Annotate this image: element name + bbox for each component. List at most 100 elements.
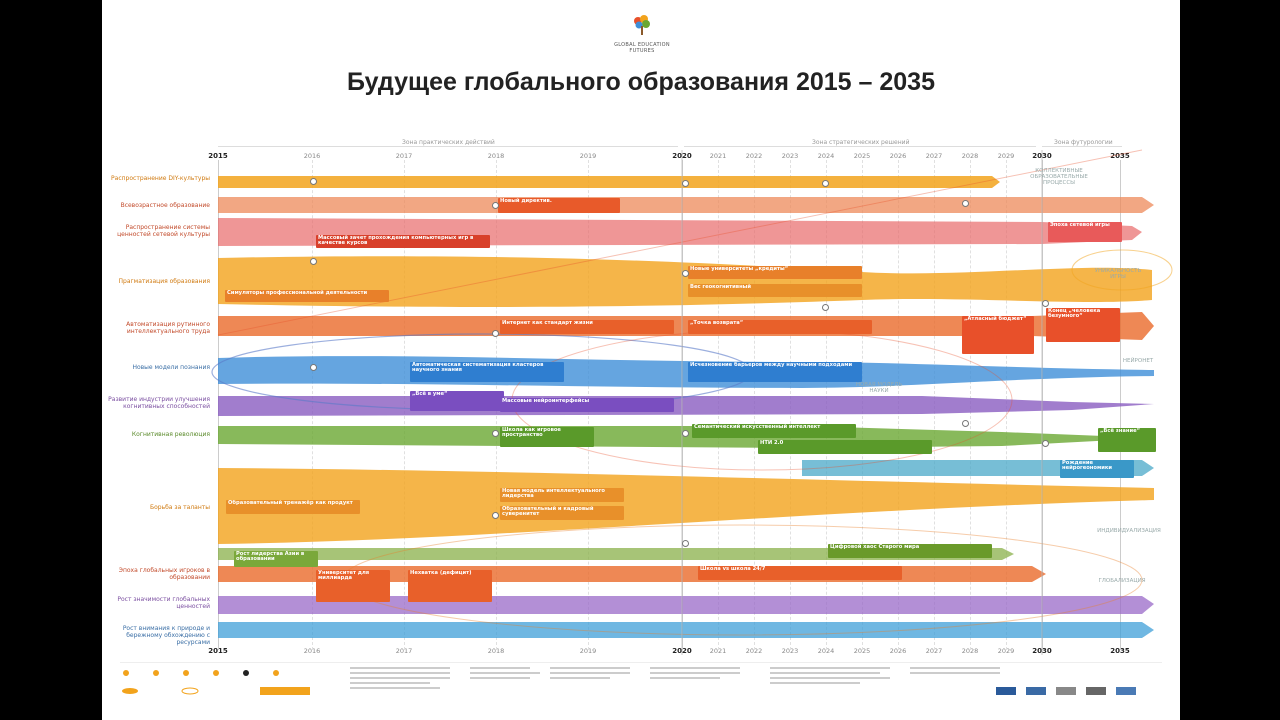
timeline-node[interactable] [682,540,689,547]
timeline-node[interactable] [962,420,969,427]
year-label-top: 2028 [961,152,979,160]
year-label-top: 2023 [781,152,799,160]
row-label-network-values: Распространение системы ценностей сетево… [117,224,210,238]
card-games-courses[interactable]: Массовый зачет прохождения компьютерных … [316,235,490,248]
card-title: Университет для миллиарда [318,570,370,581]
card-neurointerfaces[interactable]: Массовые нейроинтерфейсы [500,398,674,412]
trend-bands [211,149,1173,655]
card-new-universities[interactable]: Новые университеты „кредиты“ [688,266,862,279]
card-school-24-7[interactable]: Школа vs школа 24/7 [698,566,902,580]
card-title: Эпоха сетевой игры [1050,222,1110,228]
zone-practical: Зона практических действий [402,139,495,146]
card-barriers[interactable]: Исчезновение барьеров между научными под… [688,362,862,382]
card-atlas-budget[interactable]: „Атласный бюджет“ [962,316,1034,354]
card-title: „Точка возврата“ [690,320,744,326]
card-title: Новый директив. [500,198,552,204]
card-sovereignty[interactable]: Образовательный и кадровый суверенитет [500,506,624,520]
page-title: Будущее глобального образования 2015 – 2… [347,68,935,96]
card-all-in-mind[interactable]: „Всё в уме“ [410,391,504,411]
timeline-node[interactable] [492,330,499,337]
year-label-top: 2019 [579,152,597,160]
ellipse-game [1071,249,1173,291]
card-title: Вес геокогнитивный [690,284,751,290]
zone-line [684,146,1036,147]
timeline-node[interactable] [492,512,499,519]
card-edu-simulator[interactable]: Образовательный тренажёр как продукт [226,500,360,514]
card-title: Образовательный тренажёр как продукт [228,500,353,506]
card-asia-leadership[interactable]: Рост лидерства Азии в образовании [234,551,318,567]
band-automation [218,312,1154,340]
card-title: „Всё в уме“ [412,391,448,397]
band-new-models [218,356,1154,388]
year-label-top: 2021 [709,152,727,160]
row-label-talent: Борьба за таланты [149,504,210,511]
timeline-node[interactable] [1042,440,1049,447]
card-all-knowledge[interactable]: „Всё знание“ [1098,428,1156,452]
year-label-top: 2035 [1110,152,1130,160]
card-school-game[interactable]: Школа как игровое пространство [500,427,594,447]
partner-logos [996,687,1136,695]
card-digital-chaos[interactable]: Цифровой хаос Старого мира [828,544,992,558]
legend-icons [122,670,310,695]
tree-logo-icon [634,15,650,35]
year-label-bottom: 2026 [889,647,907,655]
timeline-node[interactable] [1042,300,1049,307]
card-simulators[interactable]: Симуляторы профессиональной деятельности [225,290,389,302]
card-title: Исчезновение барьеров между научными под… [690,362,853,368]
year-label-bottom: 2025 [853,647,871,655]
timeline-node[interactable] [310,178,317,185]
timeline-node[interactable] [822,304,829,311]
timeline-node[interactable] [962,200,969,207]
card-end-of-human[interactable]: Конец „человека безумного“ [1046,308,1120,342]
card-internet-standard[interactable]: Интернет как стандарт жизни [500,320,674,334]
year-label-top: 2027 [925,152,943,160]
card-geocognitive[interactable]: Вес геокогнитивный [688,284,862,297]
card-network-game[interactable]: Эпоха сетевой игры [1048,222,1122,242]
card-title: Симуляторы профессиональной деятельности [227,290,368,296]
card-auto-systematization[interactable]: Автоматическая систематизация кластеров … [410,362,564,382]
zone-futurology: Зона футурологии [1054,139,1113,146]
side-label-individualization: ИНДИВИДУАЛИЗАЦИЯ [1097,528,1161,534]
row-label-automation: Автоматизация рутинного интеллектуальног… [126,321,210,335]
timeline-node[interactable] [492,202,499,209]
timeline-node[interactable] [310,364,317,371]
card-shortage[interactable]: Нехватка (дефицит) [408,570,492,602]
card-title: Семантический искусственный интеллект [694,424,821,430]
year-label-top: 2029 [997,152,1015,160]
side-label-new-science: НОВАЯ МОДЕЛЬ НАУКИ [855,382,903,394]
band-asia [218,548,1014,560]
card-title: Цифровой хаос Старого мира [830,544,920,550]
year-label-bottom: 2024 [817,647,835,655]
card-nti[interactable]: НТИ 2.0 [758,440,932,454]
card-title: „Всё знание“ [1100,428,1141,434]
card-intellectual-leadership[interactable]: Новая модель интеллектуального лидерства [500,488,624,502]
card-university-billion[interactable]: Университет для миллиарда [316,570,390,602]
card-point-of-return[interactable]: „Точка возврата“ [688,320,872,334]
card-neurogeonomics[interactable]: Рождение нейрогеономики [1060,460,1134,478]
timeline-node[interactable] [682,180,689,187]
year-label-bottom: 2017 [395,647,413,655]
timeline-node[interactable] [492,430,499,437]
side-label-collective: КОЛЛЕКТИВНЫЕ ОБРАЗОВАТЕЛЬНЫЕ ПРОЦЕССЫ [1030,168,1088,186]
band-lifelong [218,197,1154,213]
card-semantic-ai[interactable]: Семантический искусственный интеллект [692,424,856,438]
card-title: Образовательный и кадровый суверенитет [502,506,594,517]
legend-text-blocks [350,667,1000,689]
zone-line [1042,146,1122,147]
row-label-cognitive-industry: Развитие индустрии улучшения когнитивных… [108,396,210,410]
timeline-node[interactable] [682,430,689,437]
legend-footer [120,662,1162,715]
card-new-directive[interactable]: Новый директив. [498,198,620,213]
side-label-globalization: ГЛОБАЛИЗАЦИЯ [1098,578,1146,584]
timeline-node[interactable] [682,270,689,277]
timeline-node[interactable] [310,258,317,265]
timeline-node[interactable] [822,180,829,187]
year-label-bottom: 2028 [961,647,979,655]
year-label-top: 2025 [853,152,871,160]
side-label-game: УНИКАЛЬНОСТЬ ИГРЫ [1094,268,1142,280]
row-label-pragmatization: Прагматизация образования [118,278,210,285]
row-label-diy: Распространение DIY-культуры [111,175,210,182]
row-label-global-players: Эпоха глобальных игроков в образовании [118,567,210,581]
year-label-bottom: 2016 [303,647,321,655]
year-label-top: 2017 [395,152,413,160]
